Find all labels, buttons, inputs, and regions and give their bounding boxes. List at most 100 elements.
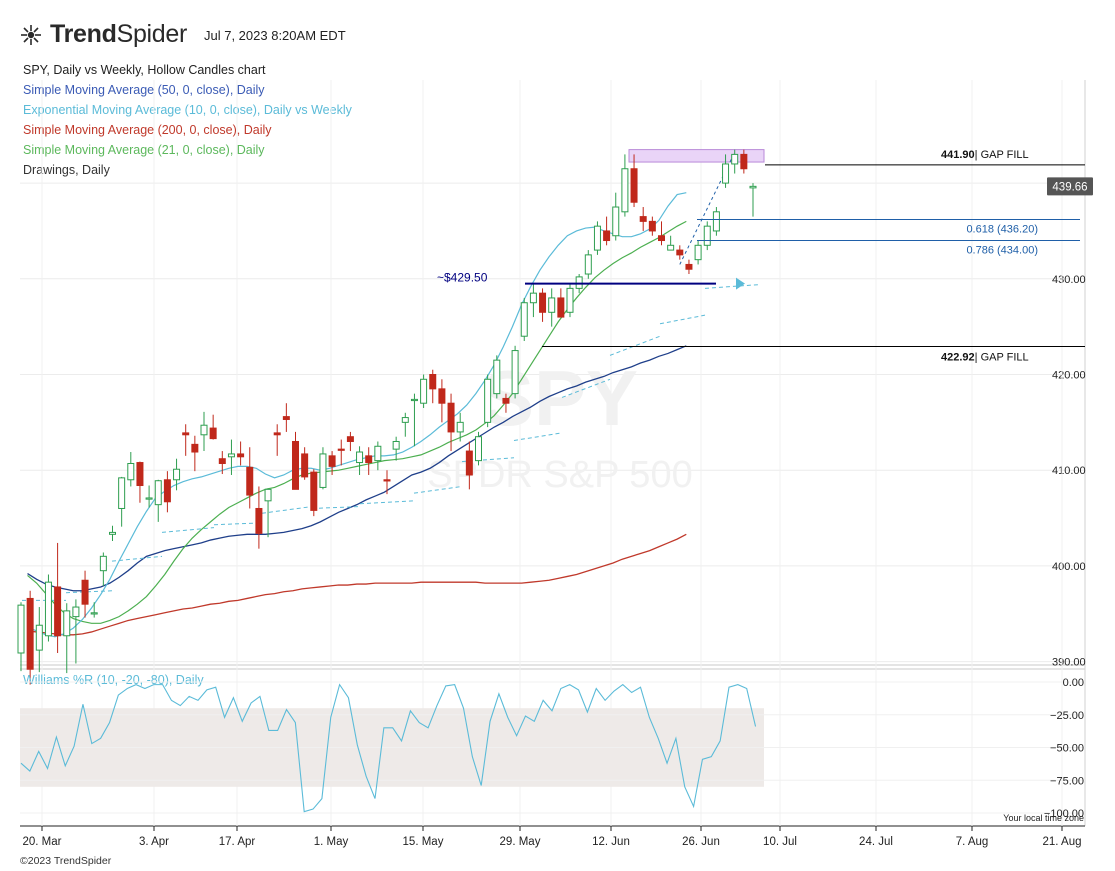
time-tick-label: 26. Jun (682, 836, 720, 848)
candle-body (310, 471, 318, 511)
weekly-ema-segment (659, 314, 706, 325)
legend-chart-title[interactable]: SPY, Daily vs Weekly, Hollow Candles cha… (23, 63, 266, 77)
time-tick-label: 29. May (500, 836, 541, 848)
weekly-ema-segment (704, 284, 761, 289)
candle-body (438, 388, 446, 404)
candle-body (520, 302, 528, 337)
ema10-line (27, 192, 687, 638)
legend-ema10[interactable]: Exponential Moving Average (10, 0, close… (23, 103, 352, 117)
candle-body (191, 443, 199, 453)
candle-body (26, 597, 34, 670)
candle-body (392, 440, 400, 450)
candle-body (200, 424, 208, 436)
candle-body (127, 463, 135, 481)
candle-body (346, 436, 354, 442)
time-tick-label: 10. Jul (763, 836, 797, 848)
legend-sma200[interactable]: Simple Moving Average (200, 0, close), D… (23, 123, 272, 137)
weekly-ema-segment (213, 522, 263, 526)
candle-body (447, 402, 455, 433)
time-tick-label: 17. Apr (219, 836, 256, 848)
candle-body (420, 378, 428, 404)
legend-sma21[interactable]: Simple Moving Average (21, 0, close), Da… (23, 143, 265, 157)
watermark-ticker: SPY (482, 354, 638, 442)
wr-title: Williams %R (10, -20, -80), Daily (23, 673, 204, 687)
legend-sma50[interactable]: Simple Moving Average (50, 0, close), Da… (23, 83, 265, 97)
candle-body (722, 163, 730, 184)
wr-tick-label: 0.00 (1063, 677, 1084, 689)
candle-body (209, 427, 217, 440)
candle-body (593, 225, 601, 251)
resistance-zone (628, 149, 765, 163)
candle-body (676, 249, 684, 256)
candle-body (475, 436, 482, 462)
candle-body (319, 453, 327, 488)
last-price-badge (1047, 177, 1093, 196)
candle-body (337, 448, 345, 451)
wr-tick-label: −50.00 (1050, 743, 1084, 755)
candle-body (511, 350, 519, 395)
candle-body (374, 445, 382, 462)
candle-body (35, 624, 43, 651)
candle-body (429, 374, 437, 390)
candle-body (639, 216, 647, 222)
weekly-ema-segment (161, 527, 215, 533)
candle-body (465, 450, 473, 476)
candle-body (539, 292, 547, 313)
candle-body (575, 276, 583, 289)
sma50-line (27, 345, 687, 592)
chart-date: Jul 7, 2023 8:20AM EDT (204, 28, 346, 43)
wr-line (20, 683, 757, 813)
time-tick-label: 12. Jun (592, 836, 630, 848)
weekly-ema-arrow (736, 277, 745, 290)
candle-body (99, 555, 107, 572)
candle-body (301, 453, 309, 478)
weekly-ema-segment (413, 485, 463, 494)
candle-body (456, 421, 464, 433)
candle-body (163, 479, 171, 503)
weekly-ema-segment (311, 506, 361, 509)
time-tick-label: 21. Aug (1042, 836, 1081, 848)
candle-body (356, 451, 364, 464)
weekly-ema-segment (561, 378, 611, 398)
candle-body (667, 244, 675, 251)
price-tick-label: 440.00 (1052, 178, 1086, 190)
candle-body (44, 581, 52, 637)
price-tick-label: 430.00 (1052, 274, 1086, 286)
candle-body (136, 462, 144, 487)
candle-body (282, 416, 290, 420)
candle-body (612, 206, 620, 237)
gap-fill-lower-price: 422.92 (941, 352, 975, 364)
fib-swing-line (679, 152, 736, 265)
candle-body (292, 440, 299, 490)
wr-tick-label: −100.00 (1044, 808, 1084, 820)
fib-618-label: 0.618 (436.20) (966, 223, 1038, 235)
last-price-label: 439.66 (1052, 181, 1087, 193)
time-tick-label: 1. May (314, 836, 349, 848)
candle-body (557, 297, 565, 318)
legend-drawings[interactable]: Drawings, Daily (23, 163, 110, 177)
candle-body (566, 287, 574, 313)
wr-tick-label: −75.00 (1050, 775, 1084, 787)
watermark-name: SPDR S&P 500 (427, 454, 692, 496)
candle-body (72, 606, 80, 618)
price-tick-label: 400.00 (1052, 561, 1086, 573)
candle-body (328, 455, 336, 467)
copyright: ©2023 TrendSpider (20, 855, 112, 867)
candle-body (740, 153, 748, 170)
legend: SPY, Daily vs Weekly, Hollow Candles cha… (23, 60, 352, 180)
candle-body (145, 497, 153, 500)
candle-body (658, 235, 665, 242)
gap-fill-lower-text: | GAP FILL (975, 352, 1029, 364)
candle-body (255, 507, 263, 534)
time-tick-label: 15. May (403, 836, 444, 848)
level-label: ~$429.50 (437, 271, 488, 285)
time-tick-label: 20. Mar (23, 836, 62, 848)
candle-body (548, 297, 556, 313)
candle-body (410, 398, 418, 402)
candle-body (118, 477, 126, 509)
candle-body (17, 604, 25, 654)
candle-body (264, 488, 272, 502)
candle-body (703, 225, 711, 246)
weekly-ema-segment (261, 506, 313, 514)
weekly-ema-segment (609, 335, 661, 356)
